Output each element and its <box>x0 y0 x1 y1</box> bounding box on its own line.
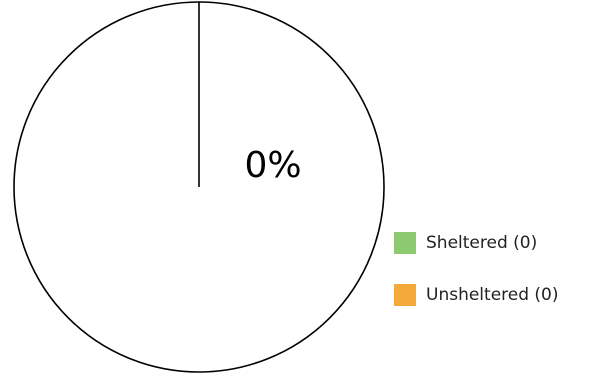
legend-label-sheltered: Sheltered (0) <box>426 233 538 253</box>
pie-center-label: 0% <box>244 145 301 186</box>
legend-swatch-unsheltered <box>394 284 416 306</box>
chart-legend: Sheltered (0) Unsheltered (0) <box>394 232 559 336</box>
legend-item-unsheltered: Unsheltered (0) <box>394 284 559 306</box>
legend-swatch-sheltered <box>394 232 416 254</box>
legend-item-sheltered: Sheltered (0) <box>394 232 559 254</box>
legend-label-unsheltered: Unsheltered (0) <box>426 285 559 305</box>
